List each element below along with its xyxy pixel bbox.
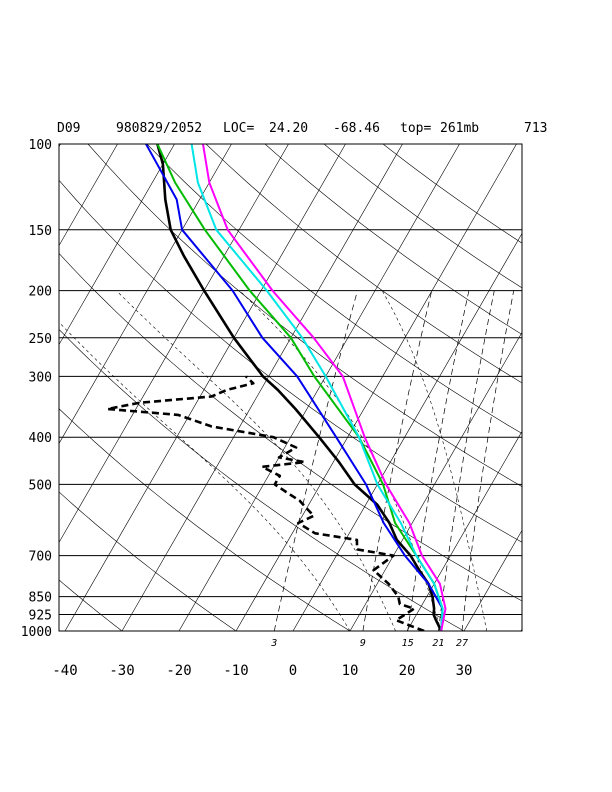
series-line-0 <box>156 144 443 631</box>
series-line-2 <box>145 144 444 631</box>
isotherm-line <box>235 144 517 631</box>
header-top-value: 261mb <box>440 121 480 136</box>
mixing-ratio-label: 15 <box>402 638 414 649</box>
pressure-tick-label: 100 <box>29 138 52 153</box>
dry-adiabat-line <box>59 491 237 631</box>
mixing-ratio-line <box>461 290 515 631</box>
series-line-4 <box>190 144 444 631</box>
mixing-ratio-line <box>362 290 433 631</box>
dry-adiabat-line <box>59 179 522 543</box>
dry-adiabat-line <box>264 144 522 335</box>
isotherm-line <box>178 144 460 631</box>
pressure-tick-label: 500 <box>29 478 52 493</box>
header-lon: -68.46 <box>333 121 380 136</box>
mixing-ratio-label: 27 <box>456 638 468 649</box>
temperature-tick-label: 10 <box>342 663 359 679</box>
pressure-tick-label: 850 <box>29 591 52 606</box>
pressure-tick-label: 300 <box>29 370 52 385</box>
pressure-tick-label: 250 <box>29 332 52 347</box>
series-line-1 <box>106 375 425 631</box>
isotherm-line <box>0 144 4 631</box>
mixing-ratio-label: 9 <box>360 638 366 649</box>
pressure-tick-label: 400 <box>29 431 52 446</box>
isotherm-line <box>520 628 522 631</box>
moist-adiabat-line <box>239 290 442 631</box>
mixing-ratio-line <box>438 290 495 631</box>
series-line-5 <box>202 144 447 631</box>
dry-adiabat-line <box>59 579 123 631</box>
dry-adiabat-line <box>205 144 522 384</box>
header-datetime: 980829/2052 <box>116 121 203 136</box>
moist-adiabat-line <box>381 290 488 631</box>
isotherm-line <box>463 529 522 631</box>
pressure-tick-label: 200 <box>29 285 52 300</box>
plot-frame <box>58 143 523 632</box>
isotherm-line <box>59 144 175 346</box>
dry-adiabat-line <box>323 144 522 289</box>
pressure-tick-label: 150 <box>29 224 52 239</box>
temperature-tick-label: -30 <box>109 663 134 679</box>
temperature-tick-label: 0 <box>289 663 297 679</box>
isotherm-line <box>59 144 232 445</box>
pressure-tick-label: 925 <box>29 609 52 624</box>
dry-adiabat-line <box>87 144 522 487</box>
header-number: 713 <box>524 121 548 136</box>
isotherm-line <box>349 331 522 631</box>
dry-adiabat-line <box>59 328 465 631</box>
temperature-tick-label: -40 <box>52 663 77 679</box>
dry-adiabat-line <box>59 252 522 602</box>
pressure-tick-label: 1000 <box>21 625 52 640</box>
header-lat: 24.20 <box>269 121 309 136</box>
dry-adiabat-line <box>146 144 522 434</box>
temperature-tick-label: -20 <box>166 663 191 679</box>
isotherm-line <box>121 144 403 631</box>
header-loc-label: LOC= <box>223 121 255 136</box>
header-station: D09 <box>57 121 81 136</box>
header-top-label: top= <box>400 121 432 136</box>
isotherm-line <box>406 430 522 631</box>
dry-adiabat-line <box>59 408 351 631</box>
isotherm-line <box>292 232 522 631</box>
mixing-ratio-line <box>407 290 470 631</box>
isotherm-line <box>59 144 118 247</box>
moist-adiabat-line <box>116 290 396 631</box>
temperature-tick-label: -10 <box>223 663 248 679</box>
isotherm-line <box>578 144 612 631</box>
isotherm-line <box>64 144 346 631</box>
temperature-tick-label: 20 <box>399 663 416 679</box>
mixing-ratio-label: 21 <box>432 638 444 649</box>
temperature-tick-label: 30 <box>456 663 473 679</box>
mixing-ratio-label: 3 <box>270 638 277 649</box>
series-line-3 <box>156 144 444 631</box>
pressure-tick-label: 700 <box>29 550 52 565</box>
isotherm-line <box>59 144 289 544</box>
